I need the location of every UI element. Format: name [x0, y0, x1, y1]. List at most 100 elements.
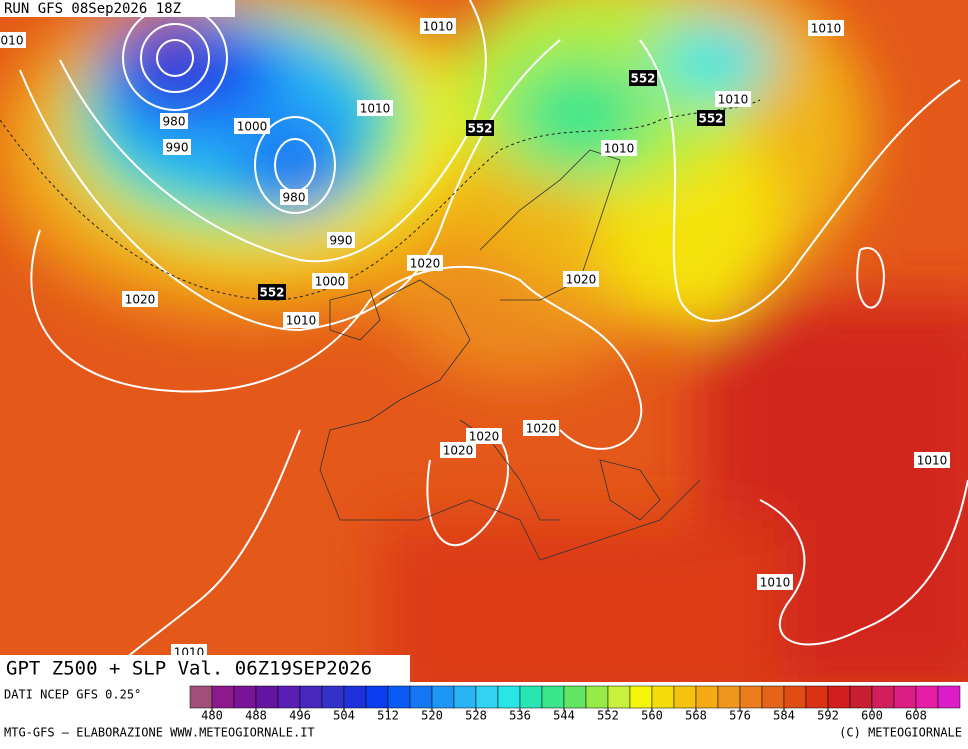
copyright: (C) METEOGIORNALE	[839, 726, 962, 740]
color-box	[761, 685, 785, 709]
label-box	[312, 273, 348, 289]
color-box	[475, 685, 499, 709]
color-box	[387, 685, 411, 709]
contour-label: 552	[467, 122, 492, 136]
tick-label: 520	[421, 709, 443, 723]
color-box	[893, 685, 917, 709]
contour-label: 552	[698, 112, 723, 126]
label-box	[808, 20, 844, 36]
tick-label: 576	[729, 709, 751, 723]
tick-label: 480	[201, 709, 223, 723]
tick-label: 560	[641, 709, 663, 723]
color-box	[849, 685, 873, 709]
label-box	[466, 428, 502, 444]
contour-label: 1010	[286, 314, 317, 328]
color-box	[343, 685, 367, 709]
contour-label: 990	[330, 234, 353, 248]
color-box	[497, 685, 521, 709]
contour-label: 1010	[604, 142, 635, 156]
contour-label: 1020	[410, 257, 441, 271]
contour-label: 1010	[917, 454, 948, 468]
color-box	[585, 685, 609, 709]
colorbar: 480 488 496 504 512 520 528 536 544 552 560 568 576 5…	[189, 685, 961, 723]
tick-label: 568	[685, 709, 707, 723]
tick-label: 600	[861, 709, 883, 723]
label-box	[160, 113, 188, 129]
label-box	[122, 291, 158, 307]
coastlines	[319, 149, 701, 561]
tick-label: 552	[597, 709, 619, 723]
color-box	[431, 685, 455, 709]
contour-label: 1020	[443, 444, 474, 458]
label-box	[563, 271, 599, 287]
label-box	[757, 574, 793, 590]
tick-label: 504	[333, 709, 355, 723]
label-box	[466, 120, 494, 136]
tick-label: 488	[245, 709, 267, 723]
color-box	[783, 685, 807, 709]
tick-label: 584	[773, 709, 795, 723]
run-label: RUN GFS 08Sep2026 18Z	[4, 1, 181, 17]
label-box	[327, 232, 355, 248]
label-box	[629, 70, 657, 86]
contour-label: 1020	[125, 293, 156, 307]
color-box	[673, 685, 697, 709]
label-box	[234, 118, 270, 134]
label-box	[697, 110, 725, 126]
contour-label: 1000	[237, 120, 268, 134]
label-box	[357, 100, 393, 116]
color-box	[717, 685, 741, 709]
contour-label: 1020	[469, 430, 500, 444]
color-box	[607, 685, 631, 709]
color-box	[211, 685, 235, 709]
color-box	[321, 685, 345, 709]
tick-label: 512	[377, 709, 399, 723]
tick-label: 544	[553, 709, 575, 723]
z500-contour	[0, 99, 761, 301]
color-box	[871, 685, 895, 709]
color-box	[365, 685, 389, 709]
contour-label: 1010	[360, 102, 391, 116]
label-box	[601, 140, 637, 156]
label-box	[407, 255, 443, 271]
label-box	[0, 32, 26, 48]
label-box	[258, 284, 286, 300]
data-source: DATI NCEP GFS 0.25°	[4, 688, 141, 702]
color-box	[805, 685, 829, 709]
label-box	[914, 452, 950, 468]
color-box	[453, 685, 477, 709]
color-box	[695, 685, 719, 709]
run-box	[0, 0, 235, 17]
color-box	[409, 685, 433, 709]
title-box	[0, 655, 410, 682]
label-box	[523, 420, 559, 436]
tick-label: 592	[817, 709, 839, 723]
label-box	[280, 189, 308, 205]
tick-label: 608	[905, 709, 927, 723]
contour-label: 1010	[423, 20, 454, 34]
color-box	[255, 685, 279, 709]
map-title: GPT Z500 + SLP Val. 06Z19SEP2026	[6, 658, 372, 680]
color-box	[299, 685, 323, 709]
label-box	[283, 312, 319, 328]
color-box	[189, 685, 213, 709]
color-box	[937, 685, 961, 709]
contour-label: 1010	[760, 576, 791, 590]
tick-label: 536	[509, 709, 531, 723]
color-box	[651, 685, 675, 709]
color-box	[915, 685, 939, 709]
contour-label: 552	[259, 286, 284, 300]
color-box	[827, 685, 851, 709]
contour-label: 1000	[315, 275, 346, 289]
contour-label: 980	[163, 115, 186, 129]
label-box	[163, 139, 191, 155]
contour-label: 1020	[526, 422, 557, 436]
credit: MTG-GFS – ELABORAZIONE WWW.METEOGIORNALE…	[4, 726, 315, 740]
contour-label: 980	[283, 191, 306, 205]
color-box	[629, 685, 653, 709]
label-box	[420, 18, 456, 34]
contour-label: 1010	[718, 93, 749, 107]
